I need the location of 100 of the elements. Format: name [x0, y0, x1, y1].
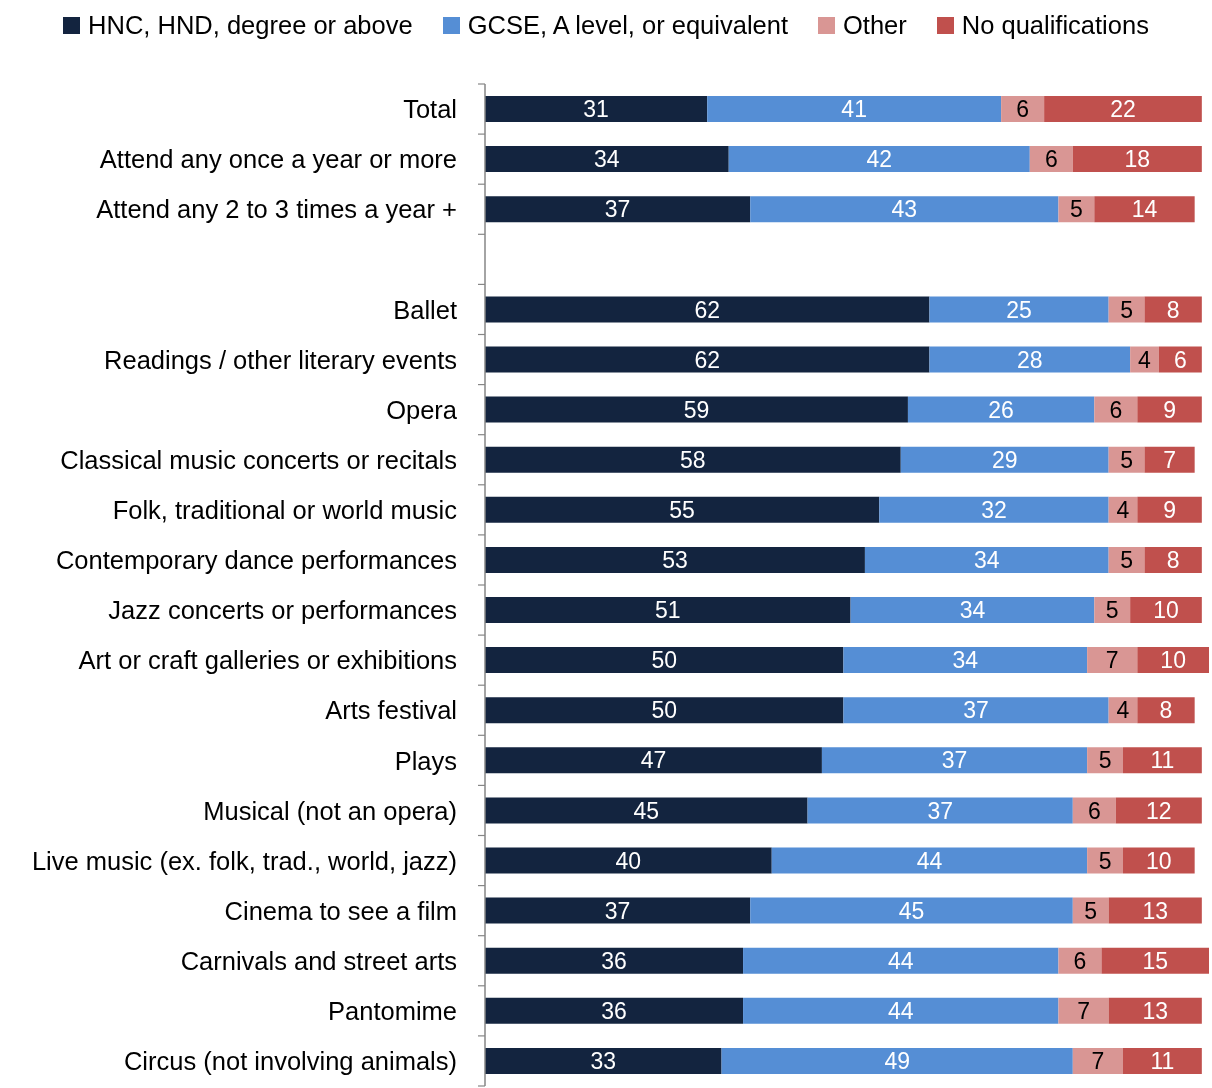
y-tick-label: Contemporary dance performances	[55, 546, 457, 575]
bar	[1144, 546, 1202, 573]
bar	[485, 897, 751, 924]
bar	[485, 96, 708, 122]
bar	[1058, 997, 1109, 1024]
bar	[1122, 847, 1195, 874]
data-label: 8	[1166, 296, 1180, 323]
bar	[485, 697, 844, 724]
bar	[485, 496, 880, 523]
bar	[1144, 296, 1202, 323]
data-label: 15	[1142, 947, 1169, 974]
bar	[1137, 496, 1202, 523]
bar	[485, 997, 744, 1024]
data-label: 49	[884, 1048, 910, 1075]
data-label: 8	[1166, 547, 1180, 574]
data-label: 18	[1124, 146, 1151, 173]
y-tick-label: Ballet	[393, 295, 457, 324]
bar	[728, 146, 1030, 173]
data-label: 59	[683, 396, 710, 423]
bar	[485, 346, 930, 373]
data-label: 9	[1163, 496, 1176, 523]
bar	[821, 747, 1088, 774]
data-label: 5	[1098, 847, 1112, 874]
bar	[850, 597, 1095, 623]
data-label: 37	[604, 897, 631, 924]
legend-label: HNC, HND, degree or above	[88, 11, 413, 40]
data-label: 6	[1109, 396, 1123, 423]
data-label: 4	[1138, 346, 1152, 373]
data-label: 13	[1142, 897, 1169, 924]
bar	[1072, 146, 1202, 173]
data-label: 42	[866, 146, 893, 173]
y-tick-label: Live music (ex. folk, trad., world, jazz)	[31, 846, 457, 875]
y-tick-label: Attend any once a year or more	[99, 145, 457, 174]
data-label: 62	[694, 296, 721, 323]
y-tick-label: Readings / other literary events	[104, 345, 457, 374]
bar	[900, 446, 1109, 473]
data-label: 51	[655, 597, 681, 624]
data-label: 47	[640, 747, 667, 774]
data-label: 50	[651, 697, 677, 724]
bar	[807, 797, 1073, 824]
y-tick-label: Art or craft galleries or exhibitions	[78, 646, 457, 675]
data-label: 5	[1120, 446, 1133, 473]
data-label: 44	[916, 847, 943, 874]
data-label: 13	[1142, 997, 1169, 1024]
data-label: 37	[604, 196, 631, 223]
data-label: 9	[1163, 396, 1176, 423]
legend-label: Other	[843, 11, 907, 40]
bar	[485, 146, 729, 173]
data-label: 6	[1173, 346, 1187, 373]
data-label: 31	[583, 96, 609, 123]
bar	[1122, 747, 1202, 774]
bar	[1137, 647, 1209, 674]
bar	[485, 797, 808, 824]
bar	[750, 196, 1059, 223]
data-label: 53	[662, 547, 688, 574]
y-tick-label: Attend any 2 to 3 times a year +	[96, 195, 457, 224]
data-label: 6	[1073, 947, 1087, 974]
data-label: 34	[959, 597, 986, 624]
bar	[707, 96, 1002, 122]
data-label: 45	[633, 797, 660, 824]
data-label: 22	[1110, 96, 1136, 123]
bar	[1130, 597, 1202, 623]
bar	[929, 346, 1131, 373]
bar	[1072, 1047, 1123, 1074]
bar	[743, 947, 1059, 974]
data-label: 11	[1150, 1048, 1175, 1075]
data-label: 6	[1016, 96, 1030, 123]
bar	[485, 847, 772, 874]
bar	[485, 446, 901, 473]
data-label: 44	[887, 947, 914, 974]
data-label: 10	[1153, 597, 1179, 624]
data-label: 5	[1069, 196, 1083, 223]
legend-label: GCSE, A level, or equivalent	[467, 11, 788, 40]
data-label: 6	[1044, 146, 1058, 173]
data-label: 7	[1091, 1048, 1105, 1075]
data-label: 5	[1120, 547, 1133, 574]
data-label: 7	[1163, 446, 1176, 473]
bar	[485, 396, 908, 423]
data-label: 4	[1116, 697, 1130, 724]
bar	[485, 747, 822, 774]
y-tick-label: Plays	[394, 746, 457, 775]
data-label: 36	[601, 997, 627, 1024]
y-tick-label: Opera	[386, 395, 458, 424]
data-label: 10	[1160, 647, 1186, 674]
bar	[1094, 196, 1195, 223]
data-label: 29	[991, 446, 1018, 473]
bar	[485, 196, 751, 223]
data-label: 58	[680, 446, 706, 473]
bar	[1122, 1047, 1202, 1074]
data-label: 5	[1098, 747, 1112, 774]
bar	[879, 496, 1109, 523]
data-label: 6	[1087, 797, 1101, 824]
bar	[485, 546, 865, 573]
data-label: 7	[1077, 997, 1090, 1024]
bar	[907, 396, 1095, 423]
data-label: 10	[1146, 847, 1172, 874]
bar	[771, 847, 1088, 874]
y-tick-label: Pantomime	[328, 997, 457, 1026]
bar	[743, 997, 1059, 1024]
bar	[1101, 947, 1209, 974]
